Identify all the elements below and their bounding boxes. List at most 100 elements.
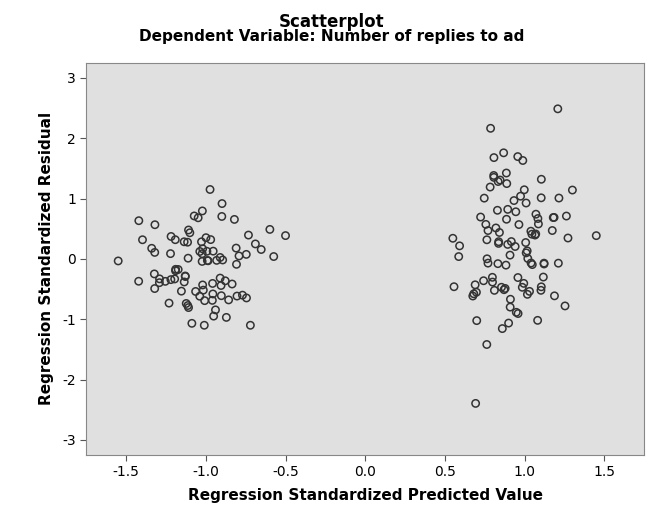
Point — [210, 305, 221, 314]
Point — [562, 234, 573, 242]
Point — [553, 259, 564, 267]
Point — [180, 272, 191, 281]
Point — [511, 208, 521, 216]
Point — [493, 239, 504, 247]
Point — [536, 282, 546, 291]
Point — [241, 250, 252, 258]
Point — [183, 303, 194, 312]
Point — [182, 238, 193, 246]
Point — [241, 294, 252, 302]
Point — [501, 169, 512, 177]
Point — [497, 324, 508, 333]
Point — [179, 237, 189, 246]
Point — [496, 283, 507, 291]
Point — [268, 253, 279, 261]
Point — [471, 288, 481, 297]
Point — [208, 290, 218, 298]
Point — [521, 238, 531, 247]
Point — [478, 277, 489, 285]
Point — [509, 196, 519, 204]
Point — [237, 291, 248, 299]
Point — [198, 286, 208, 294]
Point — [149, 221, 160, 229]
Point — [552, 105, 563, 113]
Point — [492, 206, 503, 214]
Point — [521, 248, 531, 257]
Point — [481, 235, 492, 244]
Point — [498, 149, 509, 157]
Point — [216, 291, 226, 300]
Point — [232, 292, 242, 300]
Point — [536, 175, 546, 184]
Point — [501, 261, 511, 269]
Point — [179, 278, 189, 286]
Point — [205, 185, 215, 194]
Point — [203, 257, 213, 265]
Point — [216, 281, 226, 290]
Point — [514, 220, 525, 229]
Point — [196, 237, 207, 246]
Point — [471, 316, 482, 325]
Point — [470, 281, 481, 289]
Point — [185, 229, 195, 237]
Point — [264, 225, 275, 234]
Point — [481, 340, 492, 349]
Point — [216, 199, 227, 208]
Point — [227, 280, 238, 288]
Point — [513, 152, 523, 161]
Point — [524, 287, 535, 295]
Point — [521, 199, 531, 207]
Point — [170, 235, 181, 244]
Point — [197, 249, 208, 258]
Point — [506, 237, 517, 246]
Point — [280, 231, 291, 240]
Point — [454, 242, 465, 250]
Point — [539, 259, 549, 267]
Point — [202, 256, 212, 265]
Point — [548, 213, 558, 222]
Point — [448, 234, 458, 243]
Point — [149, 248, 160, 257]
Point — [489, 172, 499, 180]
Point — [176, 287, 187, 295]
Point — [160, 277, 171, 286]
Point — [487, 273, 498, 281]
Point — [505, 303, 515, 311]
Point — [527, 230, 537, 238]
Point — [189, 212, 199, 220]
Point — [539, 260, 549, 268]
Point — [503, 205, 513, 213]
Point — [495, 176, 505, 184]
Point — [522, 247, 533, 255]
Point — [133, 277, 144, 286]
Point — [223, 295, 234, 304]
Point — [133, 217, 144, 225]
Point — [510, 242, 521, 251]
Point — [216, 212, 227, 221]
Point — [208, 312, 219, 320]
Point — [231, 244, 242, 252]
Text: Scatterplot: Scatterplot — [279, 13, 385, 31]
Point — [208, 247, 218, 255]
Point — [494, 229, 505, 237]
Point — [482, 255, 493, 263]
Point — [199, 297, 210, 305]
Point — [166, 232, 177, 241]
Point — [202, 247, 212, 255]
Point — [469, 290, 479, 298]
Point — [499, 286, 509, 294]
Point — [171, 265, 181, 274]
Point — [489, 173, 499, 181]
Point — [113, 257, 124, 265]
Point — [187, 319, 197, 327]
Point — [154, 275, 165, 283]
Point — [197, 281, 208, 289]
Point — [183, 301, 193, 310]
Point — [487, 278, 498, 286]
Point — [560, 302, 570, 310]
Point — [485, 124, 496, 132]
Point — [485, 183, 495, 191]
Point — [501, 215, 512, 223]
Point — [519, 186, 530, 194]
Point — [197, 245, 208, 253]
